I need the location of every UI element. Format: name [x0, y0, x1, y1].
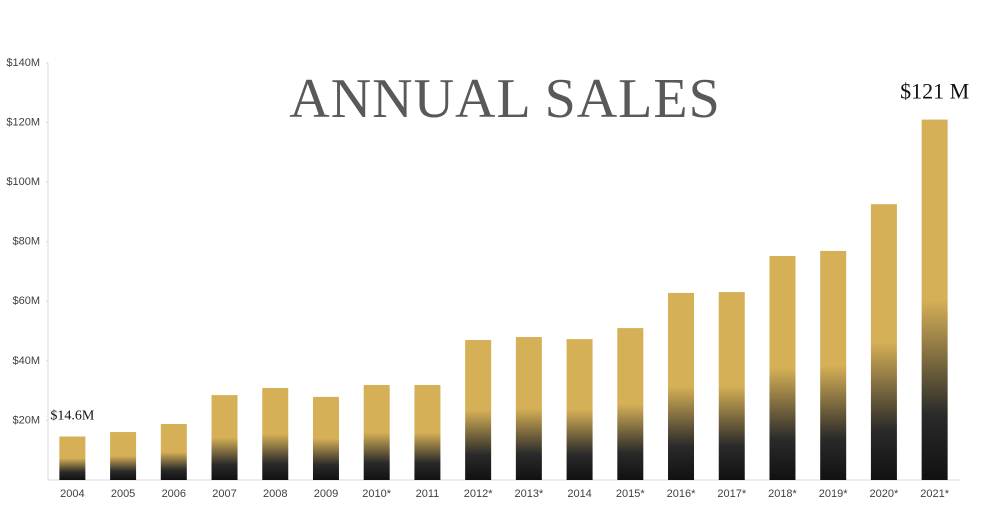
x-tick-label: 2011 — [416, 488, 440, 500]
bar — [718, 292, 745, 480]
x-tick-label: 2012* — [464, 488, 493, 500]
y-tick-label: $20M — [12, 414, 40, 426]
y-tick-label: $120M — [6, 116, 40, 128]
y-tick-label: $40M — [12, 355, 40, 367]
bar — [211, 395, 238, 480]
x-tick-label: 2007 — [212, 488, 236, 500]
y-tick-label: $100M — [6, 176, 40, 188]
x-tick-label: 2021* — [920, 488, 949, 500]
bar — [769, 256, 796, 480]
x-tick-label: 2014 — [567, 488, 591, 500]
value-label: $14.6M — [50, 409, 95, 424]
bar — [668, 292, 695, 480]
bar — [515, 337, 542, 480]
x-tick-label: 2005 — [111, 488, 135, 500]
x-tick-label: 2006 — [162, 488, 186, 500]
bar — [363, 384, 390, 480]
x-tick-label: 2017* — [717, 488, 746, 500]
value-label: $121 M — [900, 79, 969, 104]
y-tick-label: $140M — [6, 57, 40, 69]
x-tick-label: 2008 — [263, 488, 287, 500]
x-tick-label: 2010* — [362, 488, 391, 500]
bar — [160, 424, 187, 480]
bar — [59, 436, 86, 480]
bar — [414, 384, 441, 480]
bar — [465, 340, 492, 480]
bar — [617, 328, 644, 480]
x-tick-label: 2004 — [60, 488, 84, 500]
bar — [870, 204, 897, 481]
y-tick-label: $80M — [12, 236, 40, 248]
bar — [262, 387, 289, 480]
x-tick-label: 2016* — [667, 488, 696, 500]
bar — [312, 396, 339, 480]
x-tick-label: 2015* — [616, 488, 645, 500]
x-tick-label: 2013* — [514, 488, 543, 500]
bar — [110, 432, 137, 480]
bar — [820, 250, 847, 480]
chart-title: ANNUAL SALES — [289, 68, 720, 130]
x-tick-label: 2018* — [768, 488, 797, 500]
x-tick-label: 2019* — [819, 488, 848, 500]
bar — [566, 339, 593, 480]
x-tick-label: 2009 — [314, 488, 338, 500]
x-tick-label: 2020* — [870, 488, 899, 500]
bar — [921, 119, 948, 480]
y-tick-label: $60M — [12, 295, 40, 307]
